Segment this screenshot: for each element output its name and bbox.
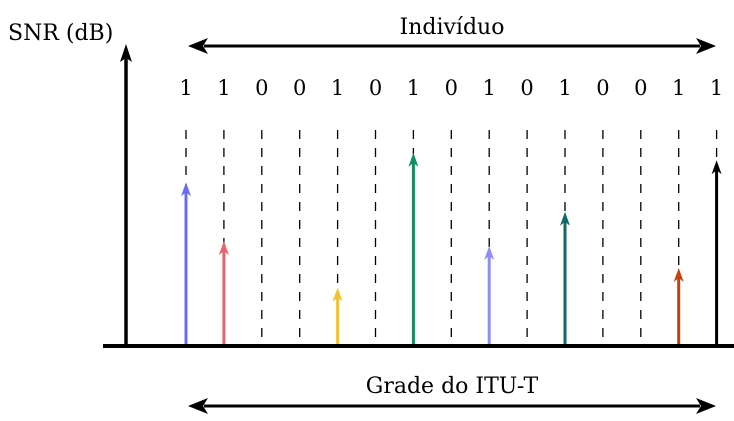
bit-label: 1 <box>179 76 192 100</box>
snr-arrowhead <box>408 152 419 167</box>
bit-label: 0 <box>369 76 382 100</box>
bit-label: 0 <box>255 76 268 100</box>
snr-arrowhead <box>560 211 570 226</box>
individual-left-arrowhead <box>188 38 208 54</box>
bit-label: 0 <box>445 76 458 100</box>
bit-label: 1 <box>672 76 685 100</box>
bit-label: 1 <box>558 76 571 100</box>
individual-label: Indivíduo <box>400 15 505 40</box>
y-axis-label: SNR (dB) <box>8 21 113 46</box>
individual-right-arrowhead <box>696 38 716 54</box>
itu-grid-label: Grade do ITU-T <box>366 374 539 399</box>
snr-arrowhead <box>181 182 191 197</box>
bit-label: 1 <box>331 76 344 100</box>
snr-arrowhead <box>711 160 722 175</box>
itu-grid-left-arrowhead <box>188 398 208 414</box>
snr-arrowhead <box>484 246 495 260</box>
bit-label: 0 <box>596 76 609 100</box>
bit-label: 0 <box>634 76 647 100</box>
bit-label: 1 <box>407 76 420 100</box>
itu-grid-right-arrowhead <box>696 398 716 414</box>
bit-label: 0 <box>293 76 306 100</box>
bit-label: 1 <box>483 76 496 100</box>
bit-label: 1 <box>217 76 230 100</box>
snr-arrowhead <box>332 287 343 302</box>
y-axis-arrowhead <box>120 44 132 62</box>
bit-label: 1 <box>710 76 723 100</box>
bit-label: 0 <box>520 76 533 100</box>
snr-arrowhead <box>673 268 684 283</box>
snr-arrowhead <box>218 241 229 256</box>
